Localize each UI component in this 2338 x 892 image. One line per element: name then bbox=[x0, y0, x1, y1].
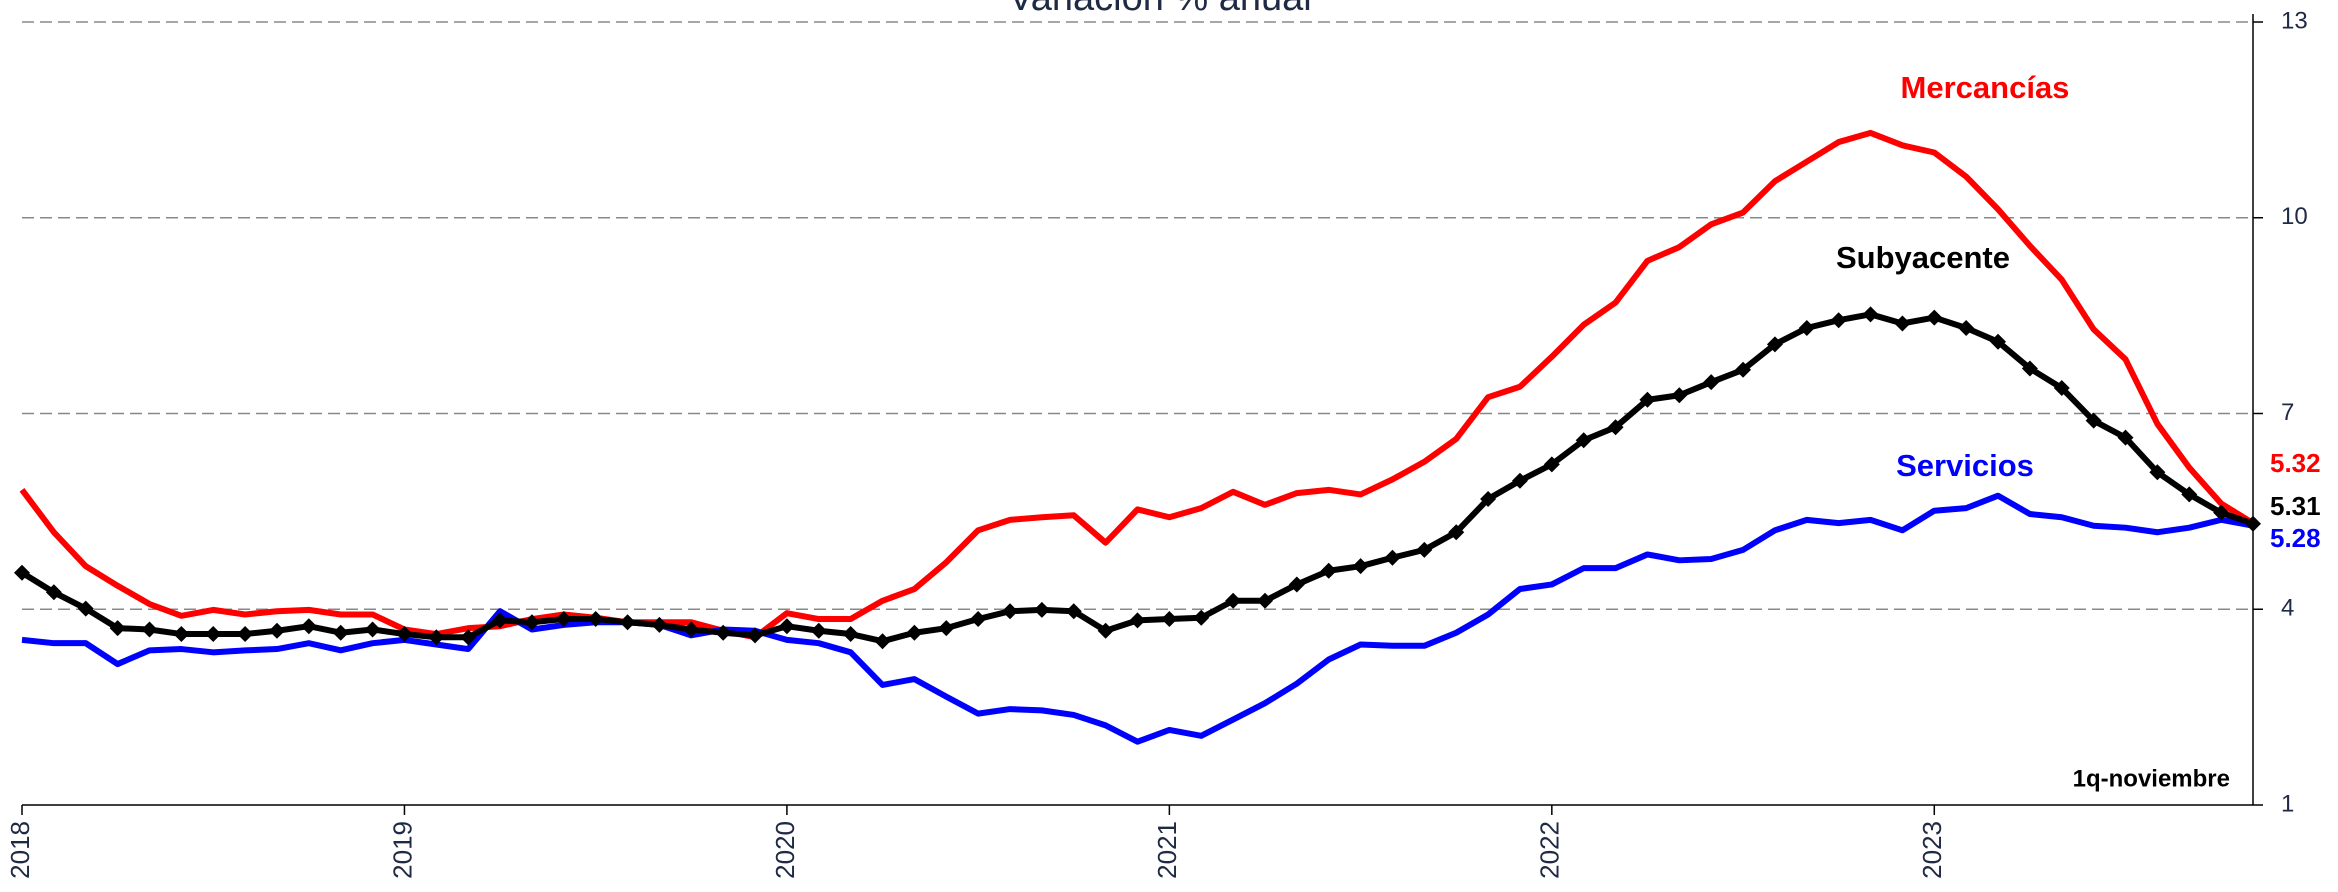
marker bbox=[970, 611, 987, 628]
marker bbox=[1543, 456, 1560, 473]
marker bbox=[1480, 490, 1497, 507]
marker bbox=[109, 620, 126, 637]
marker bbox=[2245, 515, 2261, 532]
marker bbox=[1958, 320, 1975, 337]
marker bbox=[2213, 504, 2230, 521]
value-label: 5.28 bbox=[2270, 523, 2321, 553]
marker bbox=[1384, 549, 1401, 566]
marker bbox=[906, 624, 923, 641]
marker bbox=[14, 564, 30, 581]
x-tick-label: 2019 bbox=[387, 821, 417, 879]
value-label: 5.32 bbox=[2270, 448, 2321, 478]
marker bbox=[1320, 562, 1337, 579]
series-label: Servicios bbox=[1896, 448, 2034, 483]
marker bbox=[300, 618, 317, 635]
marker bbox=[332, 624, 349, 641]
marker bbox=[1575, 432, 1592, 449]
marker bbox=[778, 618, 795, 635]
marker bbox=[1161, 611, 1178, 628]
marker bbox=[1065, 603, 1082, 620]
marker bbox=[1448, 524, 1465, 541]
marker bbox=[1352, 558, 1369, 575]
marker bbox=[2181, 486, 2198, 503]
marker bbox=[205, 626, 222, 643]
marker bbox=[1703, 374, 1720, 391]
marker bbox=[1511, 472, 1528, 489]
marker bbox=[1193, 609, 1210, 626]
y-tick-label: 1 bbox=[2281, 790, 2294, 817]
marker bbox=[1990, 333, 2007, 350]
marker bbox=[619, 614, 636, 631]
marker bbox=[523, 614, 540, 631]
marker bbox=[2021, 360, 2038, 377]
chart-title: Variación % anual bbox=[1008, 0, 1311, 19]
marker bbox=[173, 626, 190, 643]
x-tick-label: 2022 bbox=[1535, 821, 1565, 879]
marker bbox=[1926, 309, 1943, 326]
series-line bbox=[21, 492, 2254, 745]
marker bbox=[651, 616, 668, 633]
marker bbox=[874, 633, 891, 650]
y-tick-label: 10 bbox=[2281, 203, 2308, 230]
marker bbox=[683, 621, 700, 638]
marker bbox=[1862, 306, 1879, 323]
marker bbox=[715, 624, 732, 641]
marker bbox=[1639, 391, 1656, 408]
marker bbox=[492, 612, 509, 629]
marker bbox=[842, 626, 859, 643]
value-label: 5.31 bbox=[2270, 491, 2321, 521]
marker bbox=[1129, 612, 1146, 629]
y-tick-label: 4 bbox=[2281, 595, 2294, 622]
marker bbox=[460, 629, 477, 646]
marker bbox=[810, 622, 827, 639]
marker bbox=[1097, 622, 1114, 639]
x-tick-label: 2018 bbox=[5, 821, 35, 879]
marker bbox=[747, 627, 764, 644]
marker bbox=[587, 611, 604, 628]
marker bbox=[1002, 603, 1019, 620]
marker bbox=[2053, 380, 2070, 397]
marker bbox=[2085, 412, 2102, 429]
x-tick-label: 2021 bbox=[1152, 821, 1182, 879]
y-tick-label: 7 bbox=[2281, 399, 2294, 426]
marker bbox=[141, 621, 158, 638]
marker bbox=[1607, 419, 1624, 436]
marker bbox=[938, 620, 955, 637]
marker bbox=[45, 584, 62, 601]
marker bbox=[1671, 387, 1688, 404]
marker bbox=[1798, 320, 1815, 337]
marker bbox=[1033, 601, 1050, 618]
marker bbox=[1288, 576, 1305, 593]
marker bbox=[1256, 592, 1273, 609]
annotation: 1q-noviembre bbox=[2073, 765, 2230, 792]
y-tick-label: 13 bbox=[2281, 7, 2308, 34]
series-line bbox=[19, 129, 2255, 641]
x-tick-label: 2023 bbox=[1917, 821, 1947, 879]
marker bbox=[428, 629, 445, 646]
marker bbox=[1225, 592, 1242, 609]
marker bbox=[2117, 429, 2134, 446]
marker bbox=[2149, 464, 2166, 481]
marker bbox=[396, 626, 413, 643]
marker bbox=[364, 621, 381, 638]
marker bbox=[237, 626, 254, 643]
marker bbox=[77, 600, 94, 617]
marker bbox=[555, 611, 572, 628]
series-label: Subyacente bbox=[1836, 240, 2010, 275]
marker bbox=[1735, 361, 1752, 378]
marker bbox=[268, 622, 285, 639]
marker bbox=[1416, 541, 1433, 558]
marker bbox=[1766, 336, 1783, 353]
marker bbox=[1894, 315, 1911, 332]
marker bbox=[1830, 312, 1847, 329]
series-label: Mercancías bbox=[1901, 70, 2070, 105]
x-tick-label: 2020 bbox=[770, 821, 800, 879]
